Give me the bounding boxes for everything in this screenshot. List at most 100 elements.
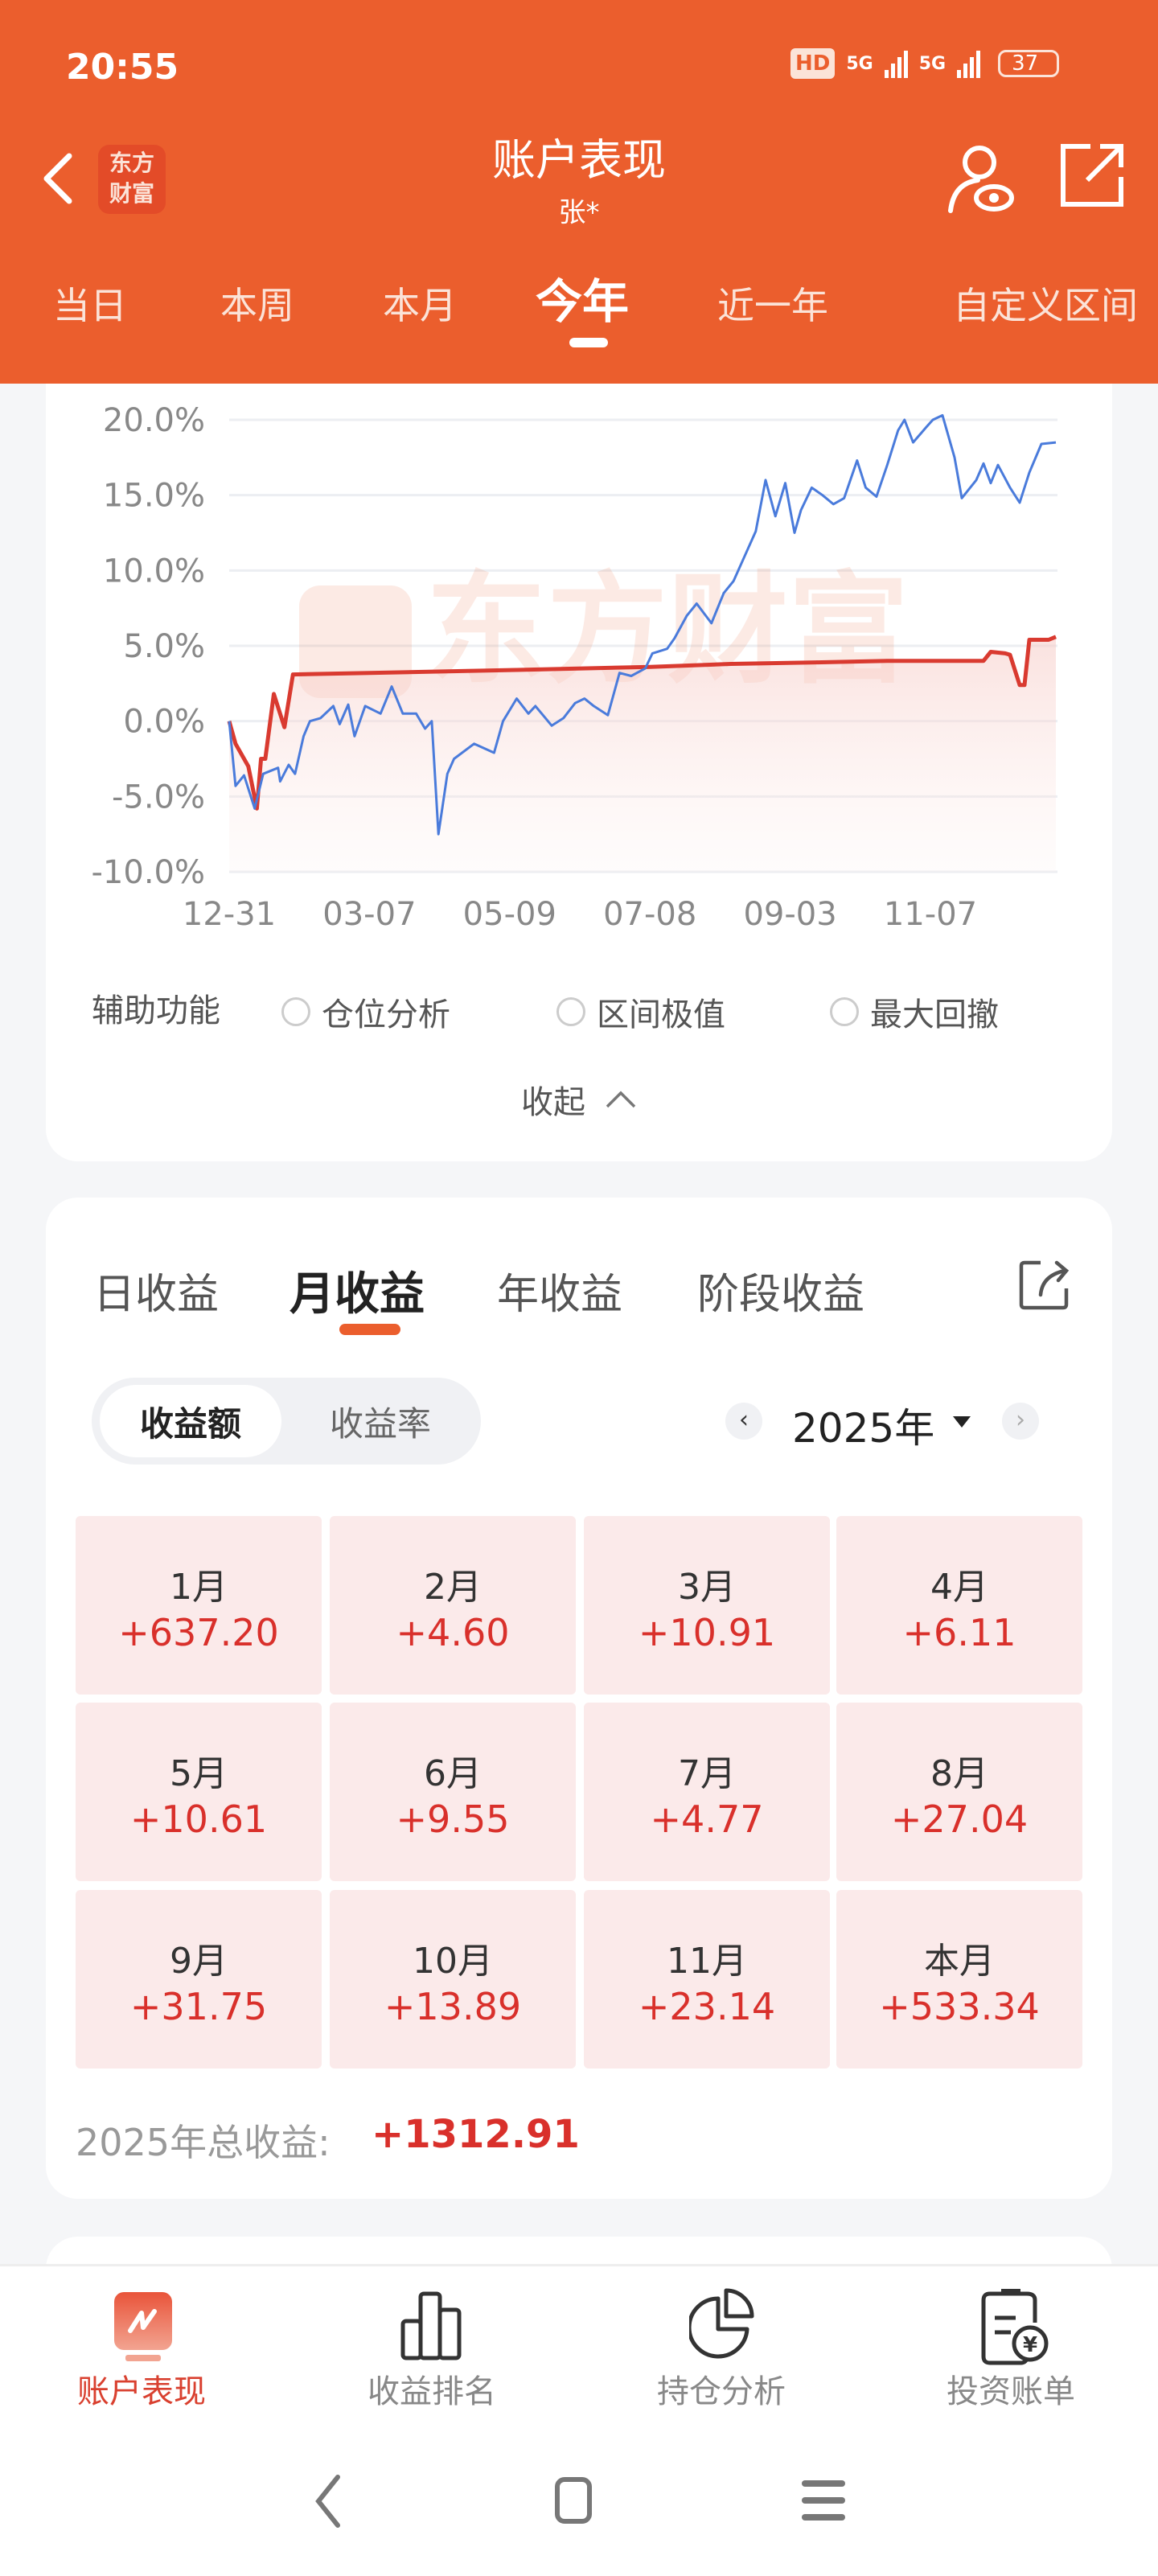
page-title: 账户表现 [492, 134, 666, 186]
tab-this-month[interactable]: 本月 [383, 284, 457, 327]
x-tick-label: 09-03 [743, 896, 836, 933]
month-label: 5月 [170, 1753, 228, 1794]
month-income-value: +27.04 [890, 1797, 1029, 1841]
month-cell[interactable]: 3月 +10.91 [584, 1516, 830, 1695]
signal-icon [957, 49, 981, 78]
option-label: 仓位分析 [322, 996, 450, 1033]
radio-icon[interactable] [281, 997, 310, 1026]
system-menu-icon[interactable] [802, 2479, 845, 2522]
y-tick-label: -10.0% [91, 854, 205, 891]
return-chart[interactable]: 东方财富 20.0%15.0%10.0%5.0%0.0%-5.0%-10.0%1… [0, 378, 1158, 957]
option-range-extremes[interactable]: 区间极值 [556, 988, 725, 1035]
month-label: 6月 [424, 1753, 482, 1794]
account-name: 张* [558, 196, 600, 229]
y-tick-label: 10.0% [103, 553, 205, 590]
month-cell[interactable]: 7月 +4.77 [584, 1703, 830, 1881]
prev-year-button[interactable]: ‹ [725, 1403, 762, 1440]
month-cell[interactable]: 4月 +6.11 [836, 1516, 1082, 1695]
month-income-value: +637.20 [118, 1611, 279, 1654]
year-selector[interactable]: 2025年 [792, 1405, 935, 1452]
month-income-value: +533.34 [879, 1985, 1040, 2028]
month-cell[interactable]: 本月 +533.34 [836, 1890, 1082, 2069]
system-home-icon[interactable] [555, 2477, 592, 2524]
nav-label: 持仓分析 [657, 2373, 786, 2410]
option-max-drawdown[interactable]: 最大回撤 [830, 988, 999, 1035]
series-area-fill [229, 636, 1056, 872]
y-tick-label: 20.0% [103, 402, 205, 439]
month-label: 11月 [667, 1941, 747, 1982]
nav-holdings-analysis[interactable]: 持仓分析 [641, 2284, 802, 2421]
tab-daily-income[interactable]: 日收益 [93, 1271, 220, 1319]
tab-monthly-income[interactable]: 月收益 [290, 1268, 425, 1321]
tab-this-year[interactable]: 今年 [535, 274, 630, 329]
month-income-value: +4.77 [650, 1797, 764, 1841]
month-cell[interactable]: 10月 +13.89 [330, 1890, 576, 2069]
chevron-up-icon [606, 1091, 636, 1108]
month-income-value: +6.11 [902, 1611, 1016, 1654]
nav-label: 收益排名 [368, 2373, 496, 2410]
month-cell[interactable]: 11月 +23.14 [584, 1890, 830, 2069]
total-income-label: 2025年总收益: [76, 2121, 331, 2164]
nav-label: 投资账单 [947, 2373, 1075, 2410]
back-chevron-icon[interactable] [40, 153, 76, 204]
tab-yearly-income[interactable]: 年收益 [497, 1271, 623, 1319]
month-label: 8月 [930, 1753, 988, 1794]
month-cell[interactable]: 1月 +637.20 [76, 1516, 322, 1695]
month-label: 10月 [413, 1941, 493, 1982]
month-income-value: +4.60 [396, 1611, 510, 1654]
nav-account-performance[interactable]: 账户表现 [61, 2284, 222, 2421]
active-tab-indicator [339, 1324, 400, 1335]
radio-icon[interactable] [830, 997, 859, 1026]
nav-income-ranking[interactable]: 收益排名 [351, 2284, 512, 2421]
nav-label: 账户表现 [77, 2373, 206, 2410]
y-tick-label: 5.0% [123, 628, 205, 665]
collapse-button[interactable]: 收起 [521, 1076, 637, 1123]
bill-yen-icon: ¥ [981, 2289, 1049, 2365]
caret-down-icon[interactable] [951, 1415, 972, 1429]
bar-chart-icon [400, 2291, 462, 2360]
month-cell[interactable]: 6月 +9.55 [330, 1703, 576, 1881]
share-icon[interactable] [1058, 142, 1126, 209]
eastmoney-logo: 东方财富 [98, 145, 166, 214]
option-position-analysis[interactable]: 仓位分析 [281, 988, 450, 1035]
x-tick-label: 03-07 [322, 896, 416, 933]
active-tab-indicator [569, 338, 608, 347]
tab-period-income[interactable]: 阶段收益 [697, 1271, 865, 1319]
toggle-amount[interactable]: 收益额 [100, 1385, 281, 1457]
month-label: 4月 [930, 1567, 988, 1608]
series-line-1 [227, 635, 1057, 811]
month-cell[interactable]: 5月 +10.61 [76, 1703, 322, 1881]
nav-investment-bill[interactable]: ¥ 投资账单 [930, 2284, 1091, 2421]
month-cell[interactable]: 9月 +31.75 [76, 1890, 322, 2069]
person-eye-icon[interactable] [946, 142, 1018, 214]
battery-icon: 37 [998, 50, 1060, 77]
month-label: 1月 [170, 1567, 228, 1608]
system-back-icon[interactable] [312, 2474, 344, 2529]
toggle-rate[interactable]: 收益率 [329, 1403, 431, 1444]
month-label: 3月 [678, 1567, 736, 1608]
y-tick-label: -5.0% [112, 779, 205, 816]
share-icon[interactable] [1018, 1259, 1070, 1311]
tab-last-year[interactable]: 近一年 [717, 284, 828, 327]
tab-today[interactable]: 当日 [53, 284, 127, 327]
month-cell[interactable]: 2月 +4.60 [330, 1516, 576, 1695]
option-label: 区间极值 [597, 996, 725, 1033]
hd-badge: HD [790, 48, 836, 79]
x-tick-label: 12-31 [183, 896, 276, 933]
total-income-value: +1312.91 [372, 2112, 580, 2157]
tab-custom-range[interactable]: 自定义区间 [953, 284, 1138, 327]
radio-icon[interactable] [556, 997, 585, 1026]
pie-chart-icon [689, 2288, 754, 2359]
network-5g-1: 5G [846, 53, 873, 74]
next-year-button[interactable]: › [1002, 1403, 1039, 1440]
trend-chart-icon [114, 2292, 172, 2361]
month-cell[interactable]: 8月 +27.04 [836, 1703, 1082, 1881]
signal-icon [884, 49, 908, 78]
tab-this-week[interactable]: 本周 [220, 284, 294, 327]
series-line-0 [228, 413, 1057, 836]
network-5g-2: 5G [918, 53, 947, 74]
month-income-value: +23.14 [638, 1985, 776, 2028]
option-label: 最大回撤 [870, 996, 999, 1033]
svg-text:¥: ¥ [1023, 2333, 1037, 2357]
month-income-value: +13.89 [384, 1985, 522, 2028]
